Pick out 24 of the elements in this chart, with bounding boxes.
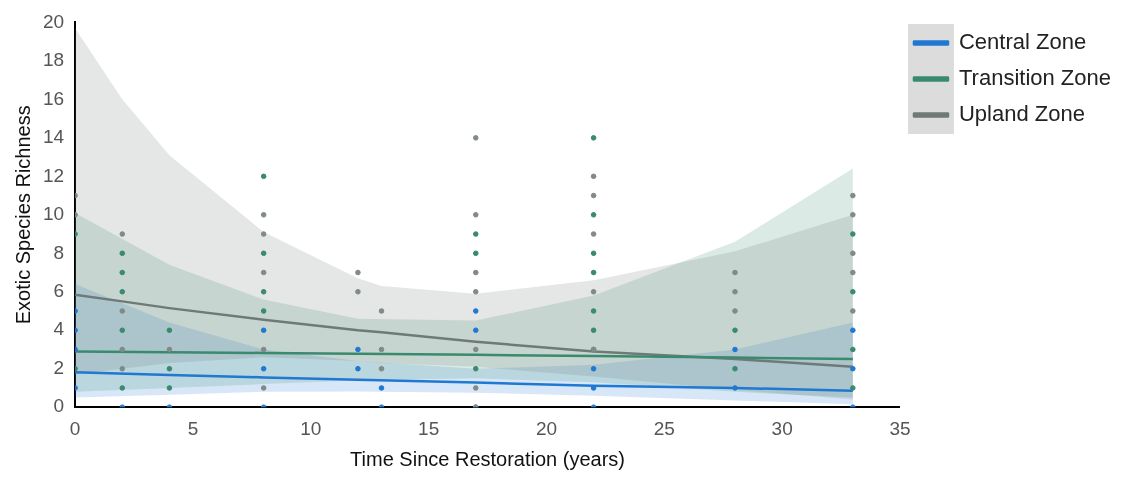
x-tick-label: 10 [300,417,322,439]
legend-label: Central Zone [958,29,1087,55]
y-tick-label: 12 [42,164,65,186]
y-axis-title: Exotic Species Richness [11,105,34,325]
legend-label: Upland Zone [958,101,1085,127]
y-tick-label: 4 [53,318,65,340]
x-tick-label: 30 [771,417,793,439]
x-tick-label: 35 [889,417,911,439]
x-tick-label: 5 [187,417,199,439]
legend-label: Transition Zone [958,65,1112,91]
y-tick-label: 0 [53,395,65,417]
y-tick-label: 14 [42,126,65,148]
y-tick-label: 8 [53,241,65,263]
x-axis-title: Time Since Restoration (years) [350,447,625,470]
x-tick-label: 20 [535,417,558,439]
x-tick-label: 0 [69,417,81,439]
y-tick-label: 16 [42,87,65,109]
y-tick-label: 10 [42,203,65,225]
x-tick-label: 15 [418,417,440,439]
y-tick-label: 20 [42,10,65,32]
x-tick-label: 25 [653,417,675,439]
y-tick-label: 18 [42,49,65,71]
y-tick-label: 6 [53,279,65,301]
y-tick-label: 2 [53,356,65,378]
